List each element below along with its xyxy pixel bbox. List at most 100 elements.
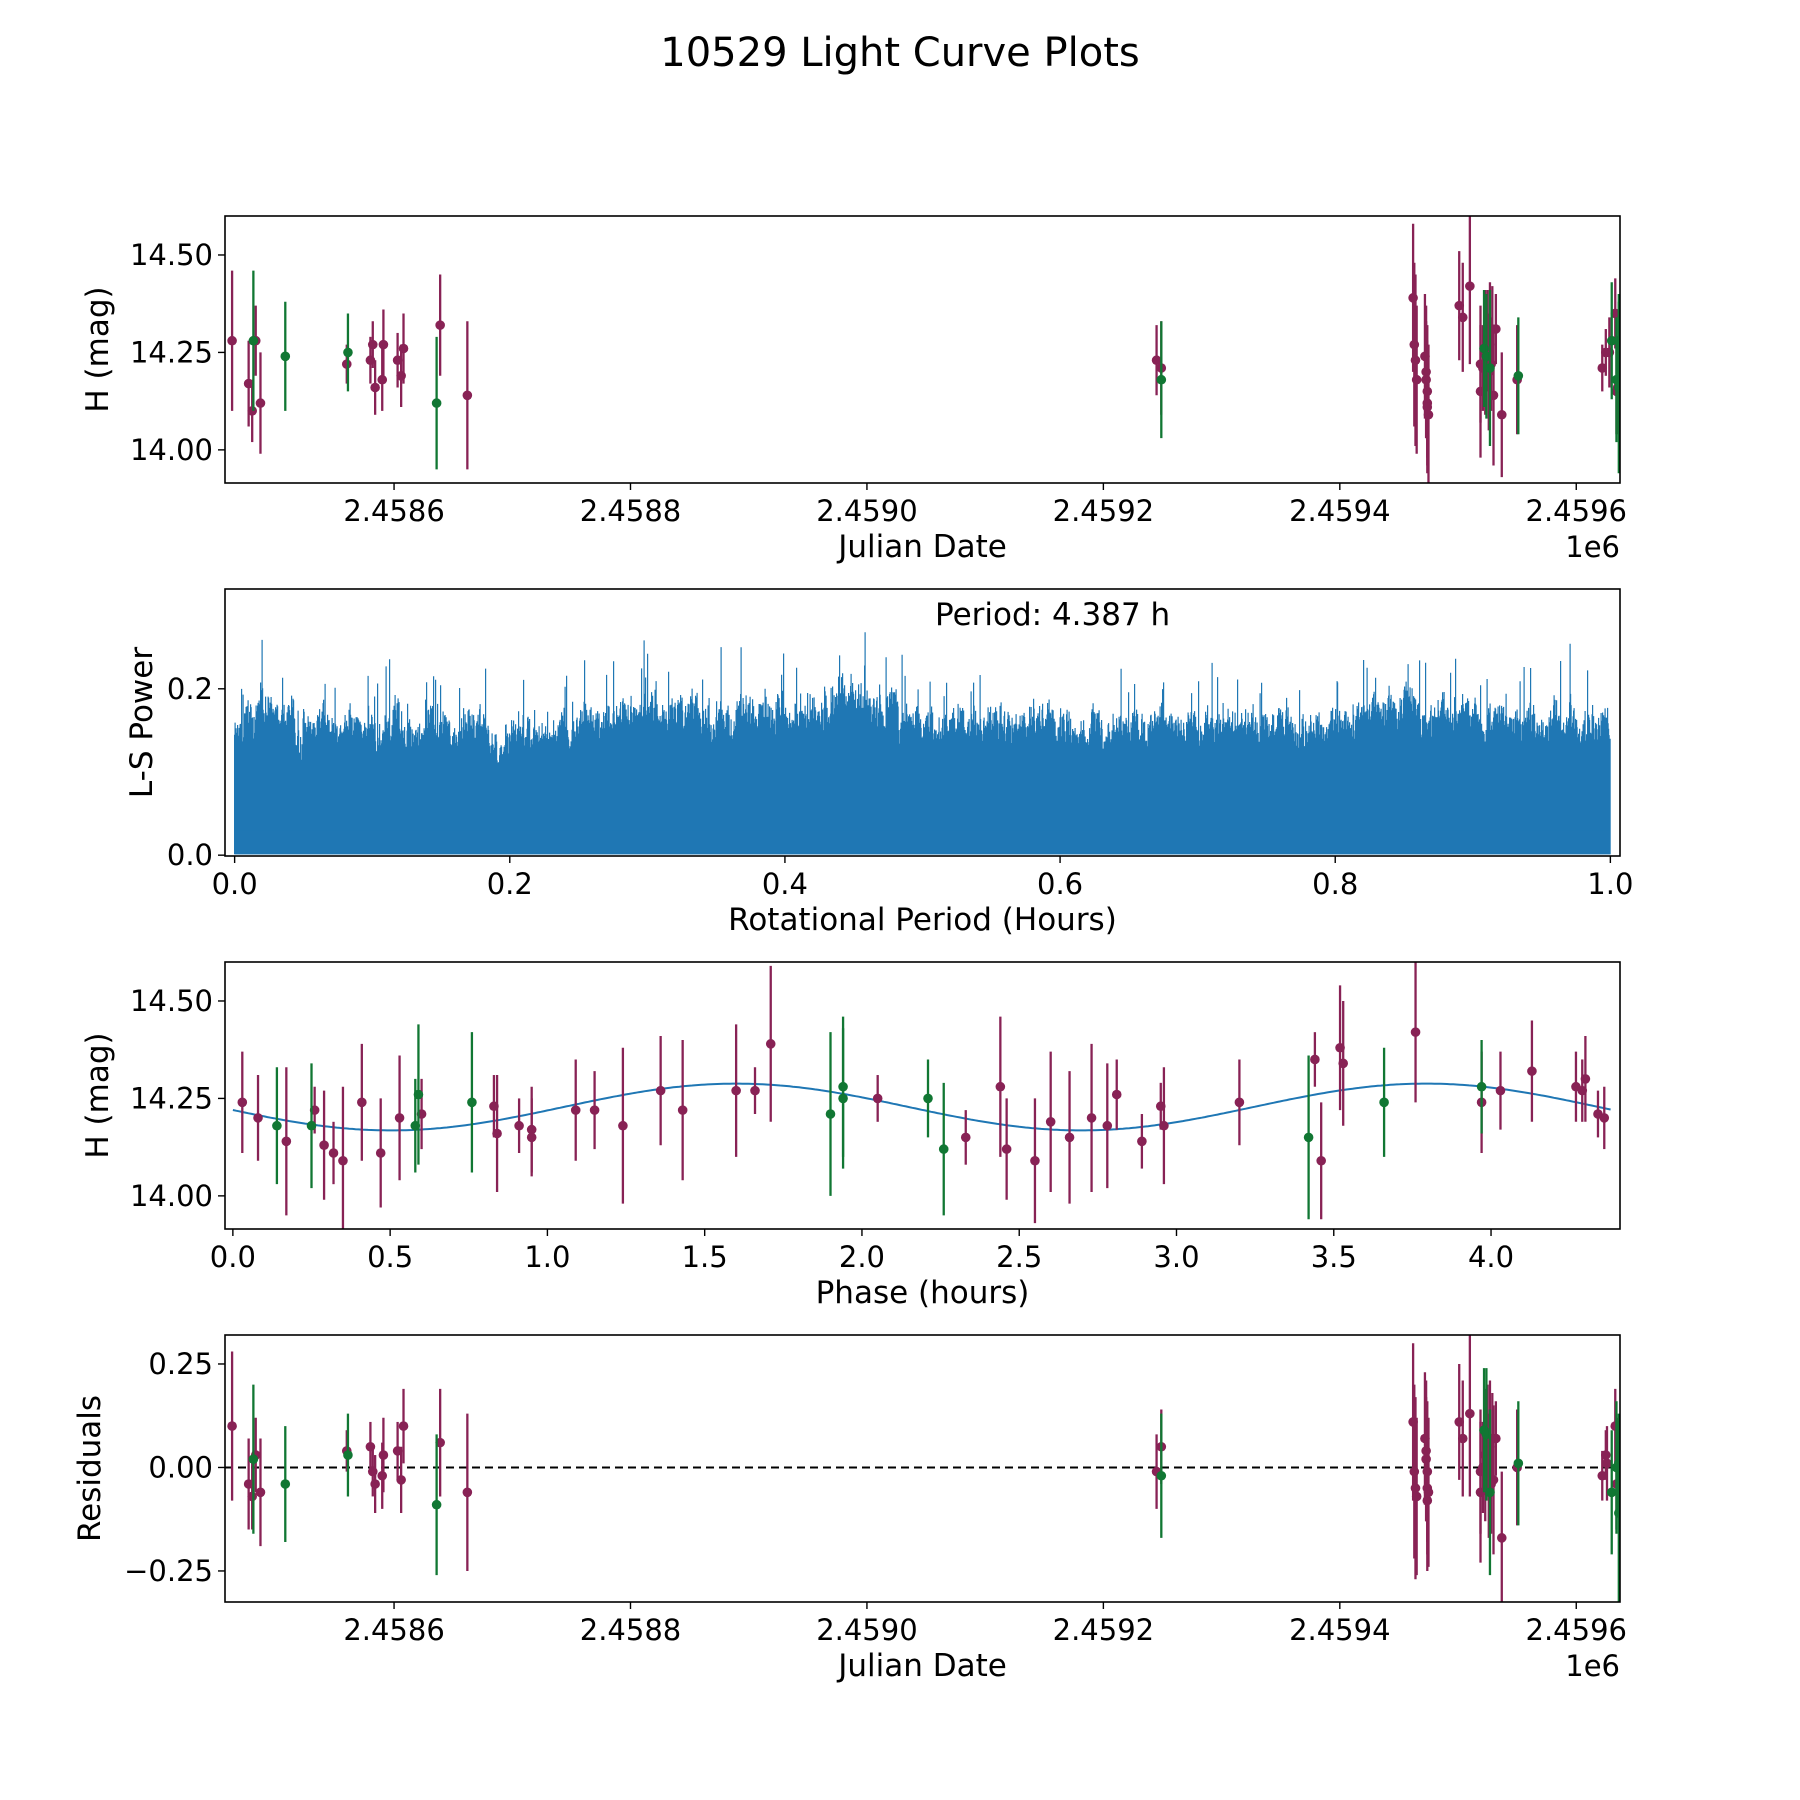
x-tick-label: 2.5: [996, 1240, 1042, 1274]
x-axis-label: Julian Date: [836, 1648, 1007, 1684]
data-point: [431, 398, 442, 408]
data-point: [1485, 1487, 1495, 1498]
data-point: [1410, 1483, 1421, 1493]
data-point: [655, 1085, 666, 1096]
data-point: [413, 1089, 424, 1100]
data-point: [1159, 1120, 1169, 1131]
x-tick-label: 2.0: [839, 1240, 885, 1274]
data-point: [618, 1120, 628, 1131]
x-tick-label: 2.4586: [343, 1613, 444, 1647]
data-point: [367, 339, 378, 350]
x-tick-label: 0.6: [1037, 867, 1083, 901]
x-axis-label: Phase (hours): [816, 1275, 1030, 1311]
x-tick-label: 2.4590: [816, 1613, 917, 1647]
data-point: [227, 1421, 237, 1431]
data-point: [1513, 371, 1524, 381]
data-point: [377, 1470, 388, 1481]
data-point: [1496, 1533, 1507, 1543]
data-point: [1599, 1113, 1610, 1123]
data-point: [1030, 1155, 1040, 1166]
y-tick-label: 14.50: [130, 984, 213, 1018]
axes-frame: [224, 588, 1621, 857]
data-point: [514, 1120, 524, 1131]
data-point: [1064, 1132, 1075, 1143]
data-point: [1338, 1058, 1349, 1069]
data-point: [1111, 1089, 1122, 1100]
data-point: [467, 1097, 477, 1108]
data-point: [1423, 409, 1434, 420]
data-point: [1045, 1117, 1056, 1127]
data-point: [248, 335, 259, 346]
data-point: [1457, 312, 1468, 323]
x-tick-label: 2.4588: [580, 1613, 681, 1647]
data-point: [1234, 1097, 1245, 1108]
data-point: [1465, 1408, 1475, 1419]
data-point: [838, 1093, 848, 1104]
data-point: [765, 1039, 776, 1049]
y-tick-label: 0.0: [167, 838, 213, 872]
panel-residuals: 2.4586 2.4588 2.4590 2.4592 2.4594 2.4596 −0.2…: [72, 1334, 1627, 1684]
data-point: [343, 1450, 353, 1460]
axes-frame: [224, 961, 1621, 1230]
x-tick-label: 2.4594: [1289, 494, 1390, 528]
data-point: [280, 1479, 291, 1489]
data-point: [378, 339, 389, 350]
data-point: [1614, 1508, 1620, 1518]
data-point: [526, 1132, 537, 1143]
x-tick-label: 3.0: [1153, 1240, 1199, 1274]
data-point: [431, 1499, 442, 1510]
data-point: [1485, 363, 1495, 373]
data-point: [1495, 1085, 1506, 1096]
x-tick-label: 2.4596: [1526, 1613, 1627, 1647]
plot-area: [234, 632, 1611, 855]
panel-phased: 0.0 0.5 1.0 1.5 2.0 2.5 3.0 3.5 4.0 14.00 14.25 14.…: [80, 961, 1621, 1311]
data-point: [398, 343, 409, 354]
data-point: [1465, 281, 1475, 291]
plot-area: [227, 216, 1620, 483]
data-point: [338, 1155, 348, 1166]
x-tick-label: 3.5: [1311, 1240, 1357, 1274]
data-point: [398, 1421, 409, 1431]
data-point: [1491, 1433, 1501, 1444]
data-point: [995, 1081, 1006, 1092]
data-point: [960, 1132, 971, 1143]
x-axis-label: Rotational Period (Hours): [728, 902, 1117, 938]
data-point: [1476, 1081, 1487, 1092]
plot-area: [225, 1335, 1620, 1602]
plot-area: [232, 962, 1611, 1229]
data-point: [377, 374, 388, 385]
x-tick-label: 1.0: [524, 1240, 570, 1274]
y-tick-label: 0.25: [148, 1347, 213, 1381]
data-point: [1410, 1027, 1421, 1037]
x-tick-label: 0.2: [487, 867, 533, 901]
data-point: [731, 1085, 741, 1096]
panel-periodogram: Period: 4.387 h 0.0 0.2 0.4 0.6 0.8 1.0 0.0 0.2 R…: [124, 588, 1633, 938]
data-point: [237, 1097, 248, 1108]
data-point: [462, 1487, 473, 1498]
data-point: [1527, 1066, 1537, 1076]
x-tick-label: 4.0: [1468, 1240, 1514, 1274]
data-point: [1601, 1450, 1611, 1460]
y-tick-label: 14.00: [130, 433, 213, 467]
data-point: [394, 1113, 405, 1123]
data-point: [938, 1144, 949, 1154]
data-point: [462, 390, 473, 401]
data-point: [248, 1454, 259, 1464]
data-point: [247, 1491, 257, 1502]
data-point: [1411, 374, 1422, 385]
data-point: [1102, 1120, 1113, 1131]
x-tick-label: 2.4588: [580, 494, 681, 528]
data-point: [1614, 382, 1620, 393]
data-point: [375, 1148, 386, 1158]
y-tick-label: 0.00: [148, 1450, 213, 1484]
data-point: [1422, 1495, 1433, 1506]
data-point: [343, 347, 353, 358]
y-tick-label: 14.00: [130, 1179, 213, 1213]
data-point: [1151, 355, 1162, 366]
x-tick-label: 2.4594: [1289, 1613, 1390, 1647]
data-point: [1316, 1155, 1326, 1166]
data-point: [227, 335, 237, 346]
x-tick-label: 2.4596: [1526, 494, 1627, 528]
data-point: [1137, 1136, 1147, 1147]
